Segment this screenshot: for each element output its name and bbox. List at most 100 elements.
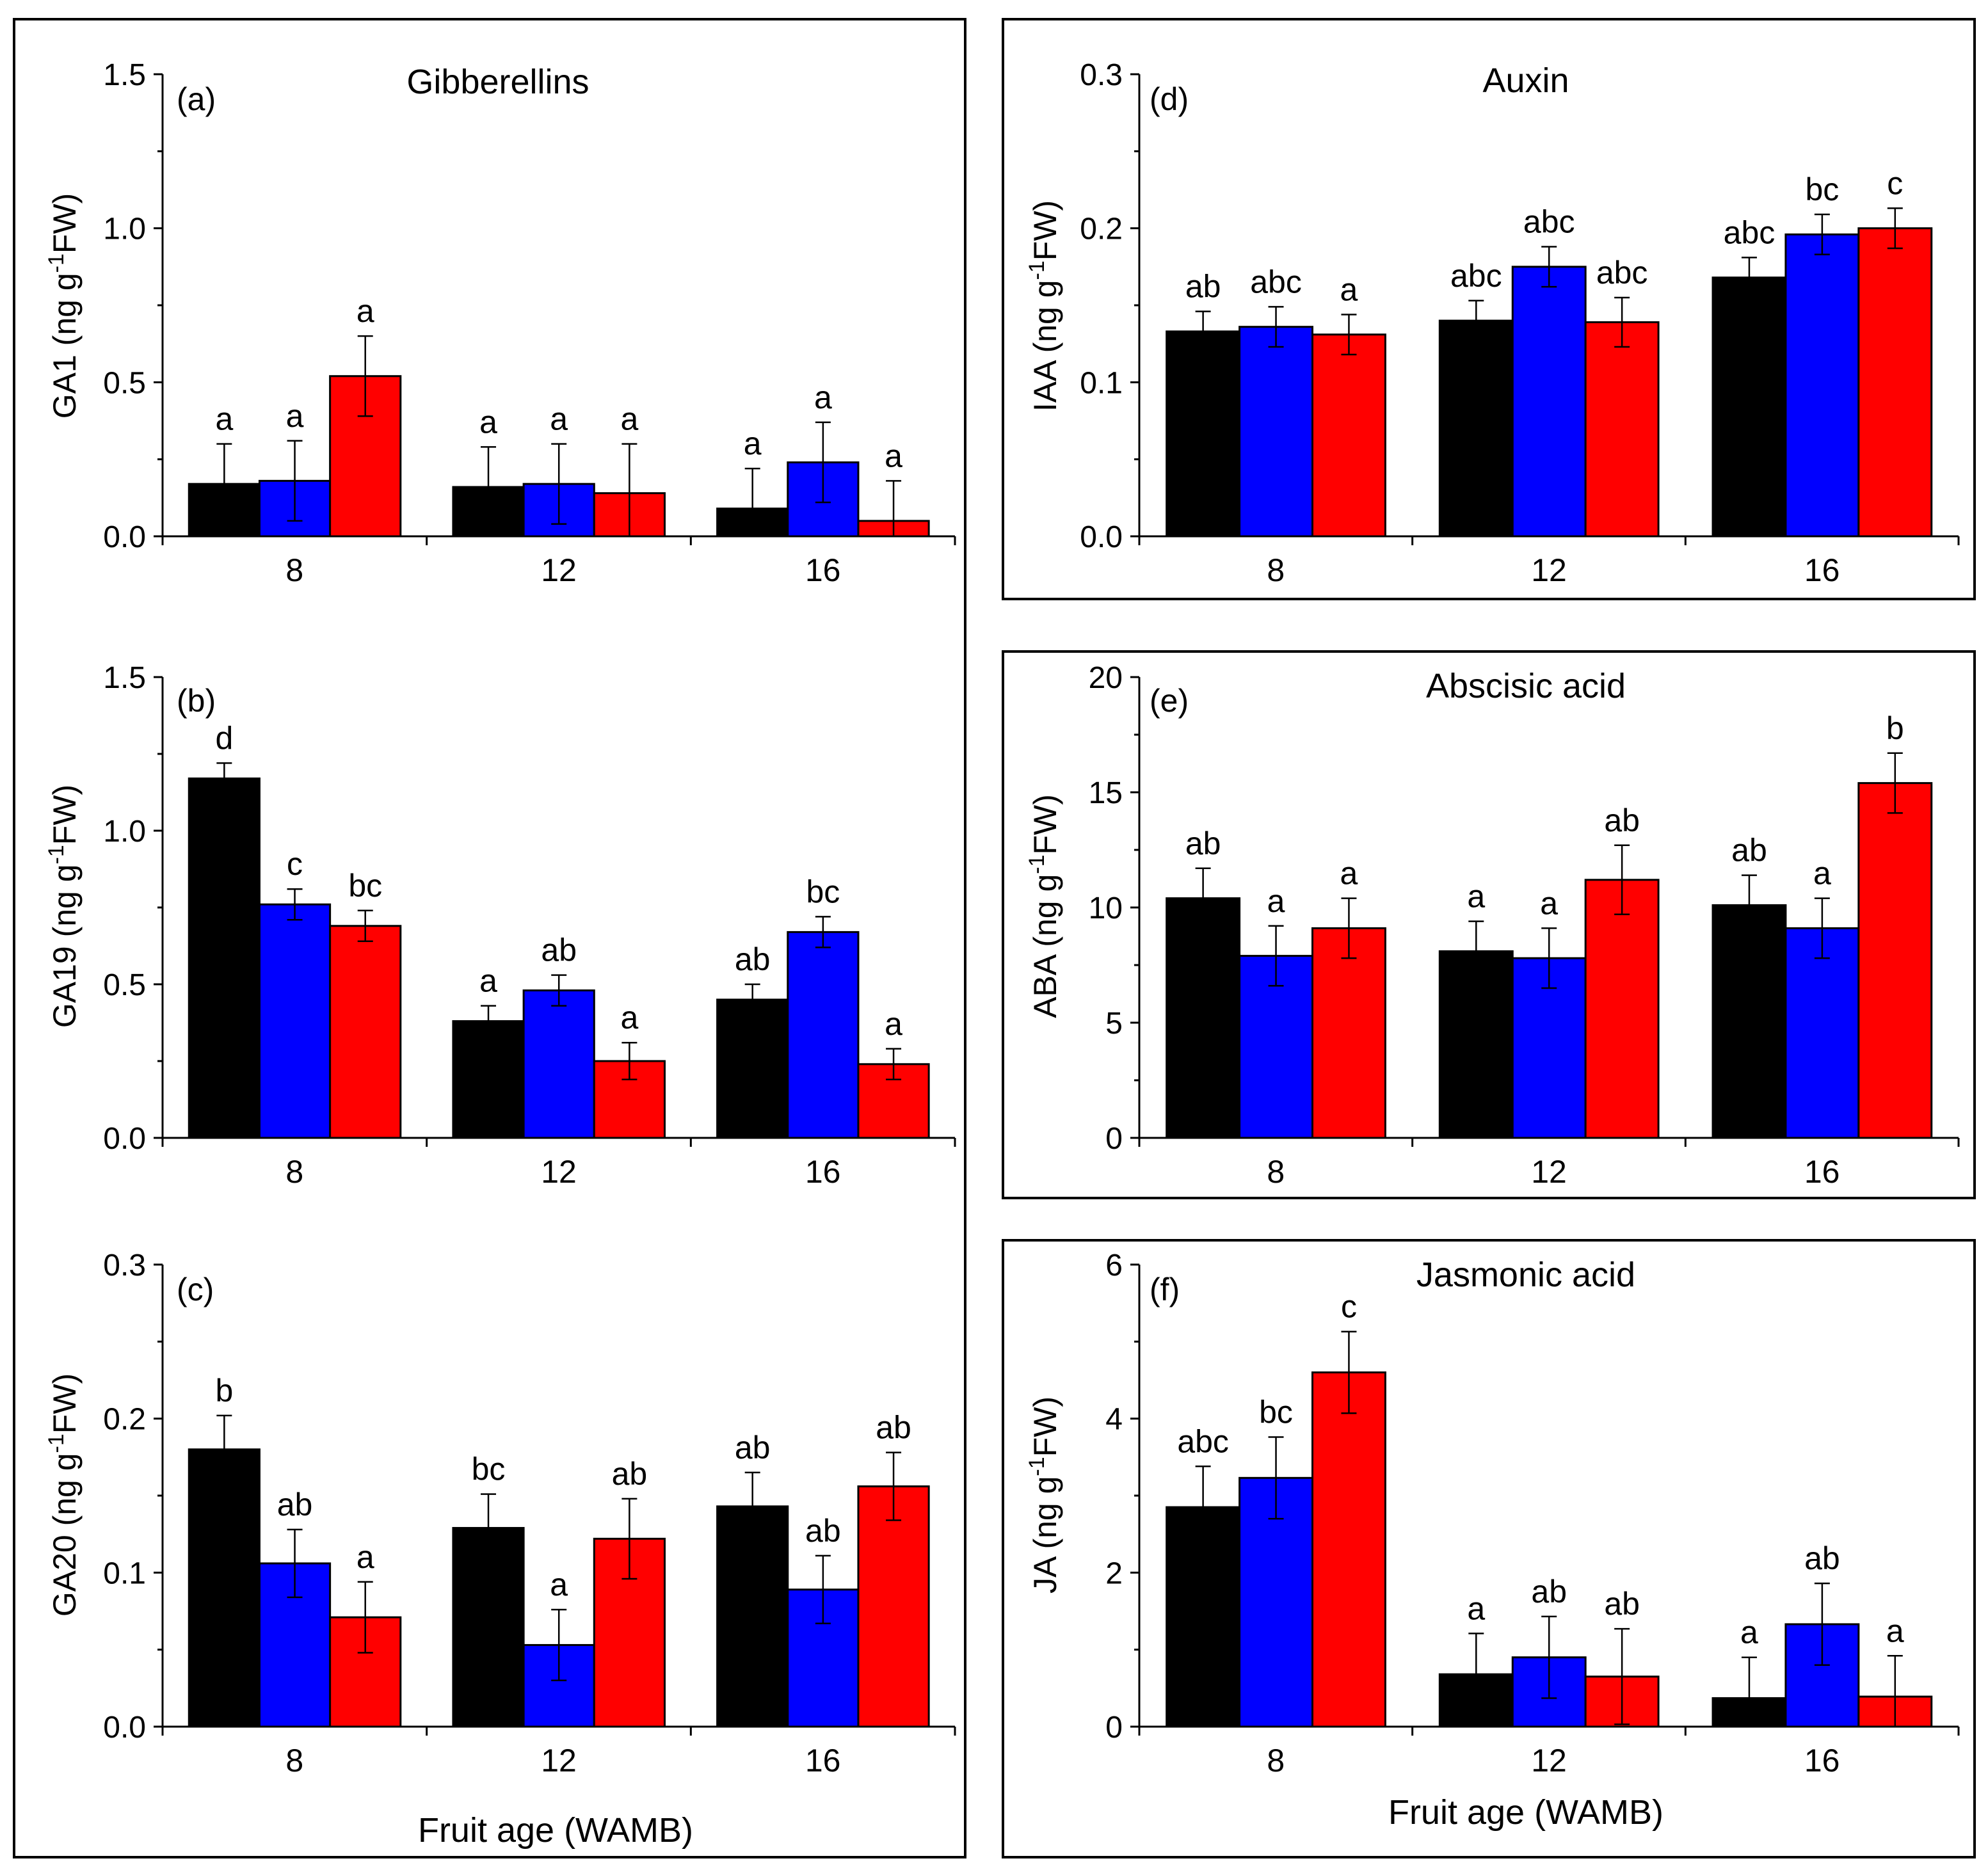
significance-letter: a xyxy=(620,1000,638,1035)
left-panel-frame xyxy=(13,18,966,1858)
x-tick-label: 8 xyxy=(285,1743,303,1778)
bar xyxy=(452,1020,525,1139)
y-axis-label-d: IAA (ng g-1FW) xyxy=(1025,200,1063,412)
significance-letter: a xyxy=(479,404,497,440)
y-axis-label-unit: (ng g xyxy=(1027,280,1063,353)
y-axis-label-tail: FW) xyxy=(47,1373,83,1434)
significance-letter: ab xyxy=(735,1430,771,1466)
significance-letter: bc xyxy=(806,874,840,909)
y-axis-label-sup: -1 xyxy=(44,1434,68,1453)
significance-letter: b xyxy=(215,1373,233,1409)
significance-letter: c xyxy=(287,846,303,882)
significance-letter: abc xyxy=(1523,204,1575,240)
significance-letter: abc xyxy=(1724,214,1776,250)
y-axis-label-e: ABA (ng g-1FW) xyxy=(1025,794,1063,1018)
y-axis-label-sup: -1 xyxy=(1025,260,1049,280)
significance-letter: ab xyxy=(1804,1540,1840,1576)
x-tick-label: 16 xyxy=(805,1743,841,1778)
significance-letter: abc xyxy=(1596,255,1648,291)
y-axis-label-c: GA20 (ng g-1FW) xyxy=(44,1373,83,1617)
y-axis-label-sup: -1 xyxy=(44,253,68,273)
y-axis-label-a: GA1 (ng g-1FW) xyxy=(44,193,83,419)
y-tick-label: 1.5 xyxy=(103,58,146,92)
y-axis-label-main: GA1 xyxy=(47,355,83,419)
y-axis-label-sup: -1 xyxy=(1025,854,1049,874)
y-tick-label: 0 xyxy=(1105,1122,1123,1156)
significance-letter: a xyxy=(215,401,233,437)
significance-letter: abc xyxy=(1250,264,1302,300)
x-tick-label: 12 xyxy=(1531,552,1567,588)
x-tick-label: 12 xyxy=(541,1743,577,1778)
chart-a: 0.0 0.5 1.0 1.5 8 12 16 a a a a a a a a a (a) Gibberell… xyxy=(44,58,956,588)
y-axis-label-main: IAA xyxy=(1027,360,1063,412)
y-axis-label-unit: (ng g xyxy=(1027,1476,1063,1549)
significance-letter: a xyxy=(1886,1613,1904,1649)
panel-e-frame xyxy=(1002,650,1976,1199)
significance-letter: bc xyxy=(348,868,382,904)
significance-letter: a xyxy=(357,1539,374,1575)
y-axis-label-unit: (ng g xyxy=(1027,874,1063,947)
chart-title-e: Abscisic acid xyxy=(1426,667,1626,705)
y-axis-label-tail: FW) xyxy=(1027,794,1063,854)
significance-letter: a xyxy=(1340,856,1358,891)
significance-letter: a xyxy=(550,401,568,437)
y-axis-label-main: JA xyxy=(1027,1556,1063,1594)
y-tick-label: 0.1 xyxy=(103,1556,146,1590)
y-tick-label: 0.0 xyxy=(103,1711,146,1745)
y-tick-label: 1.5 xyxy=(103,661,146,695)
bar xyxy=(1166,330,1241,538)
significance-letter: a xyxy=(1467,879,1485,915)
x-tick-label: 12 xyxy=(541,552,577,588)
bar xyxy=(1166,897,1241,1139)
y-tick-label: 2 xyxy=(1105,1556,1123,1590)
x-tick-label: 8 xyxy=(285,552,303,588)
y-axis-label-sup: -1 xyxy=(44,845,68,864)
y-axis-label-sup: -1 xyxy=(1025,1457,1049,1476)
y-tick-label: 0.1 xyxy=(1080,366,1123,400)
bar xyxy=(329,925,402,1139)
significance-letter: a xyxy=(1340,271,1358,307)
bar xyxy=(188,777,261,1139)
significance-letter: ab xyxy=(805,1513,841,1549)
bar xyxy=(1238,326,1314,538)
x-tick-label: 16 xyxy=(805,552,841,588)
chart-title-a: Gibberellins xyxy=(406,63,589,101)
significance-letter: a xyxy=(885,1006,902,1042)
chart-c: 0.0 0.1 0.2 0.3 8 12 16 b ab a bc a ab ab ab ab (c) GA2… xyxy=(44,1249,956,1850)
chart-title-d: Auxin xyxy=(1482,61,1569,100)
y-axis-label-main: GA19 xyxy=(47,946,83,1028)
y-axis-label-tail: FW) xyxy=(47,193,83,253)
bar xyxy=(522,989,595,1139)
y-axis-label-unit: (ng g xyxy=(47,1453,83,1526)
significance-letter: ab xyxy=(876,1410,911,1446)
bar xyxy=(1584,879,1660,1139)
y-tick-label: 5 xyxy=(1105,1007,1123,1041)
significance-letter: a xyxy=(550,1567,568,1602)
significance-letter: ab xyxy=(1604,803,1640,838)
y-axis-label-tail: FW) xyxy=(1027,200,1063,260)
x-tick-label: 12 xyxy=(1531,1743,1567,1778)
significance-letter: a xyxy=(1740,1615,1758,1650)
y-tick-label: 0.3 xyxy=(1080,58,1123,92)
y-tick-label: 10 xyxy=(1089,891,1123,925)
significance-letter: ab xyxy=(735,941,771,977)
y-tick-label: 4 xyxy=(1105,1403,1123,1437)
panel-label-d: (d) xyxy=(1150,81,1189,117)
x-axis-label-c: Fruit age (WAMB) xyxy=(418,1811,693,1850)
x-tick-label: 12 xyxy=(1531,1154,1567,1190)
y-tick-label: 15 xyxy=(1089,776,1123,810)
significance-letter: a xyxy=(1540,885,1558,921)
significance-letter: ab xyxy=(612,1456,648,1492)
bar xyxy=(1784,927,1860,1139)
x-tick-label: 8 xyxy=(1267,1154,1285,1190)
y-axis-label-unit: (ng g xyxy=(47,273,83,346)
y-tick-label: 0.2 xyxy=(103,1403,146,1437)
y-tick-label: 1.0 xyxy=(103,815,146,849)
x-tick-label: 8 xyxy=(1267,552,1285,588)
panel-label-f: (f) xyxy=(1150,1272,1180,1307)
significance-letter: ab xyxy=(1731,833,1767,868)
